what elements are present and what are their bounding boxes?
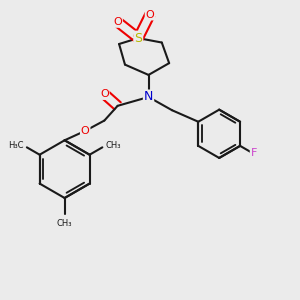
Text: O: O bbox=[113, 17, 122, 27]
Text: O: O bbox=[146, 10, 154, 20]
Text: H₃C: H₃C bbox=[8, 141, 23, 150]
Text: O: O bbox=[100, 89, 109, 99]
Text: F: F bbox=[250, 148, 257, 158]
Text: CH₃: CH₃ bbox=[57, 220, 72, 229]
Text: N: N bbox=[144, 91, 153, 103]
Text: S: S bbox=[134, 32, 142, 45]
Text: CH₃: CH₃ bbox=[106, 141, 122, 150]
Text: O: O bbox=[81, 126, 90, 136]
